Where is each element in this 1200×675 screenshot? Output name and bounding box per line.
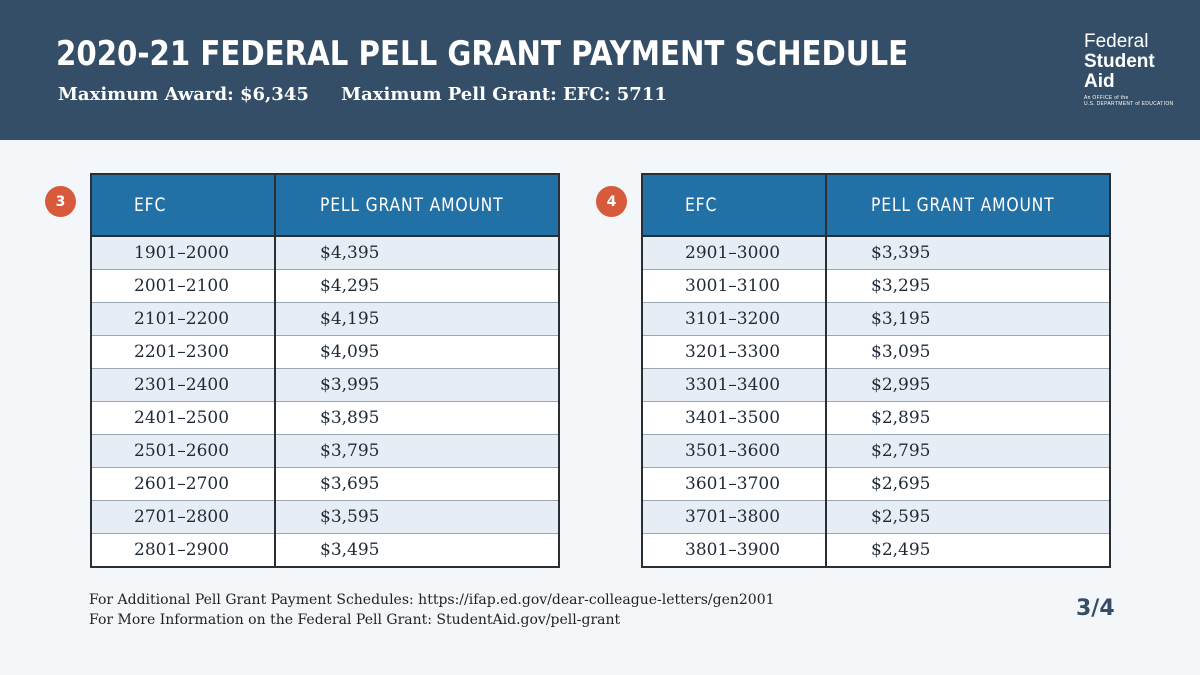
pell-amount-cell: $2,795 (826, 434, 1110, 468)
pell-schedule-table: EFC PELL GRANT AMOUNT 1901–2000 $4,395 20… (90, 173, 560, 568)
column-header-pell-amount: PELL GRANT AMOUNT (275, 174, 559, 237)
pell-amount-cell: $3,395 (826, 235, 1110, 270)
efc-range-cell: 2601–2700 (91, 467, 276, 501)
efc-range-cell: 2201–2300 (91, 335, 276, 369)
pell-amount-cell: $4,295 (275, 269, 559, 303)
efc-range-cell: 2301–2400 (91, 368, 276, 402)
efc-range-cell: 2101–2200 (91, 302, 276, 336)
efc-range-cell: 3201–3300 (642, 335, 827, 369)
efc-range-cell: 2501–2600 (91, 434, 276, 468)
pell-amount-cell: $2,695 (826, 467, 1110, 501)
efc-range-cell: 3601–3700 (642, 467, 827, 501)
table-number-badge: 4 (596, 186, 627, 217)
pell-schedule-table: EFC PELL GRANT AMOUNT 2901–3000 $3,395 30… (641, 173, 1111, 568)
column-header-pell-amount: PELL GRANT AMOUNT (826, 174, 1110, 237)
table-row: 3401–3500 $2,895 (642, 401, 1110, 435)
pell-amount-cell: $4,095 (275, 335, 559, 369)
pell-amount-cell: $3,995 (275, 368, 559, 402)
table-row: 2601–2700 $3,695 (91, 467, 559, 501)
efc-range-cell: 2001–2100 (91, 269, 276, 303)
table-row: 2001–2100 $4,295 (91, 269, 559, 303)
more-information-note: For More Information on the Federal Pell… (89, 612, 621, 628)
logo-line-office: An OFFICE of the (1084, 95, 1129, 101)
efc-range-cell: 3701–3800 (642, 500, 827, 534)
table-row: 2301–2400 $3,995 (91, 368, 559, 402)
efc-range-cell: 3501–3600 (642, 434, 827, 468)
table-row: 3601–3700 $2,695 (642, 467, 1110, 501)
table-row: 3201–3300 $3,095 (642, 335, 1110, 369)
table-row: 3701–3800 $2,595 (642, 500, 1110, 534)
logo-line-federal: Federal (1084, 31, 1149, 52)
pell-amount-cell: $3,095 (826, 335, 1110, 369)
table-row: 1901–2000 $4,395 (91, 235, 559, 270)
pell-amount-cell: $3,695 (275, 467, 559, 501)
efc-range-cell: 3301–3400 (642, 368, 827, 402)
efc-range-cell: 2901–3000 (642, 235, 827, 270)
pell-amount-cell: $2,895 (826, 401, 1110, 435)
pell-amount-cell: $3,195 (826, 302, 1110, 336)
page-number: 3/4 (1076, 596, 1115, 621)
table-row: 3801–3900 $2,495 (642, 533, 1110, 567)
table-row: 2801–2900 $3,495 (91, 533, 559, 567)
pell-amount-cell: $3,795 (275, 434, 559, 468)
federal-student-aid-logo: Federal Student Aid An OFFICE of the U.S… (1084, 31, 1174, 108)
pell-amount-cell: $2,995 (826, 368, 1110, 402)
footer-notes: For Additional Pell Grant Payment Schedu… (89, 590, 775, 630)
efc-range-cell: 3101–3200 (642, 302, 827, 336)
table-row: 2201–2300 $4,095 (91, 335, 559, 369)
page-title: 2020-21 FEDERAL PELL GRANT PAYMENT SCHED… (56, 34, 909, 74)
efc-range-cell: 3001–3100 (642, 269, 827, 303)
max-award-text: Maximum Award: $6,345 (58, 84, 309, 105)
efc-range-cell: 1901–2000 (91, 235, 276, 270)
logo-line-aid: Aid (1084, 71, 1115, 92)
efc-range-cell: 3801–3900 (642, 533, 827, 567)
table-row: 2701–2800 $3,595 (91, 500, 559, 534)
pell-amount-cell: $2,595 (826, 500, 1110, 534)
table-row: 2101–2200 $4,195 (91, 302, 559, 336)
header-banner: 2020-21 FEDERAL PELL GRANT PAYMENT SCHED… (0, 0, 1200, 140)
table-header-row: EFC PELL GRANT AMOUNT (642, 174, 1110, 237)
table-row: 3101–3200 $3,195 (642, 302, 1110, 336)
table-header-row: EFC PELL GRANT AMOUNT (91, 174, 559, 237)
table-row: 2501–2600 $3,795 (91, 434, 559, 468)
pell-amount-cell: $4,195 (275, 302, 559, 336)
pell-amount-cell: $3,895 (275, 401, 559, 435)
pell-amount-cell: $3,295 (826, 269, 1110, 303)
max-pell-efc-text: Maximum Pell Grant: EFC: 5711 (341, 84, 667, 105)
table-row: 3501–3600 $2,795 (642, 434, 1110, 468)
pell-amount-cell: $3,495 (275, 533, 559, 567)
efc-range-cell: 2701–2800 (91, 500, 276, 534)
additional-schedules-note: For Additional Pell Grant Payment Schedu… (89, 592, 775, 608)
efc-range-cell: 3401–3500 (642, 401, 827, 435)
table-row: 2401–2500 $3,895 (91, 401, 559, 435)
efc-range-cell: 2401–2500 (91, 401, 276, 435)
column-header-efc: EFC (642, 174, 827, 237)
column-header-efc: EFC (91, 174, 276, 237)
logo-line-student: Student (1084, 51, 1155, 72)
subtitle: Maximum Award: $6,345 Maximum Pell Grant… (58, 84, 693, 105)
table-row: 2901–3000 $3,395 (642, 235, 1110, 270)
pell-amount-cell: $3,595 (275, 500, 559, 534)
pell-amount-cell: $2,495 (826, 533, 1110, 567)
logo-line-department: U.S. DEPARTMENT of EDUCATION (1084, 101, 1174, 107)
efc-range-cell: 2801–2900 (91, 533, 276, 567)
table-number-badge: 3 (45, 186, 76, 217)
table-row: 3301–3400 $2,995 (642, 368, 1110, 402)
table-row: 3001–3100 $3,295 (642, 269, 1110, 303)
pell-amount-cell: $4,395 (275, 235, 559, 270)
